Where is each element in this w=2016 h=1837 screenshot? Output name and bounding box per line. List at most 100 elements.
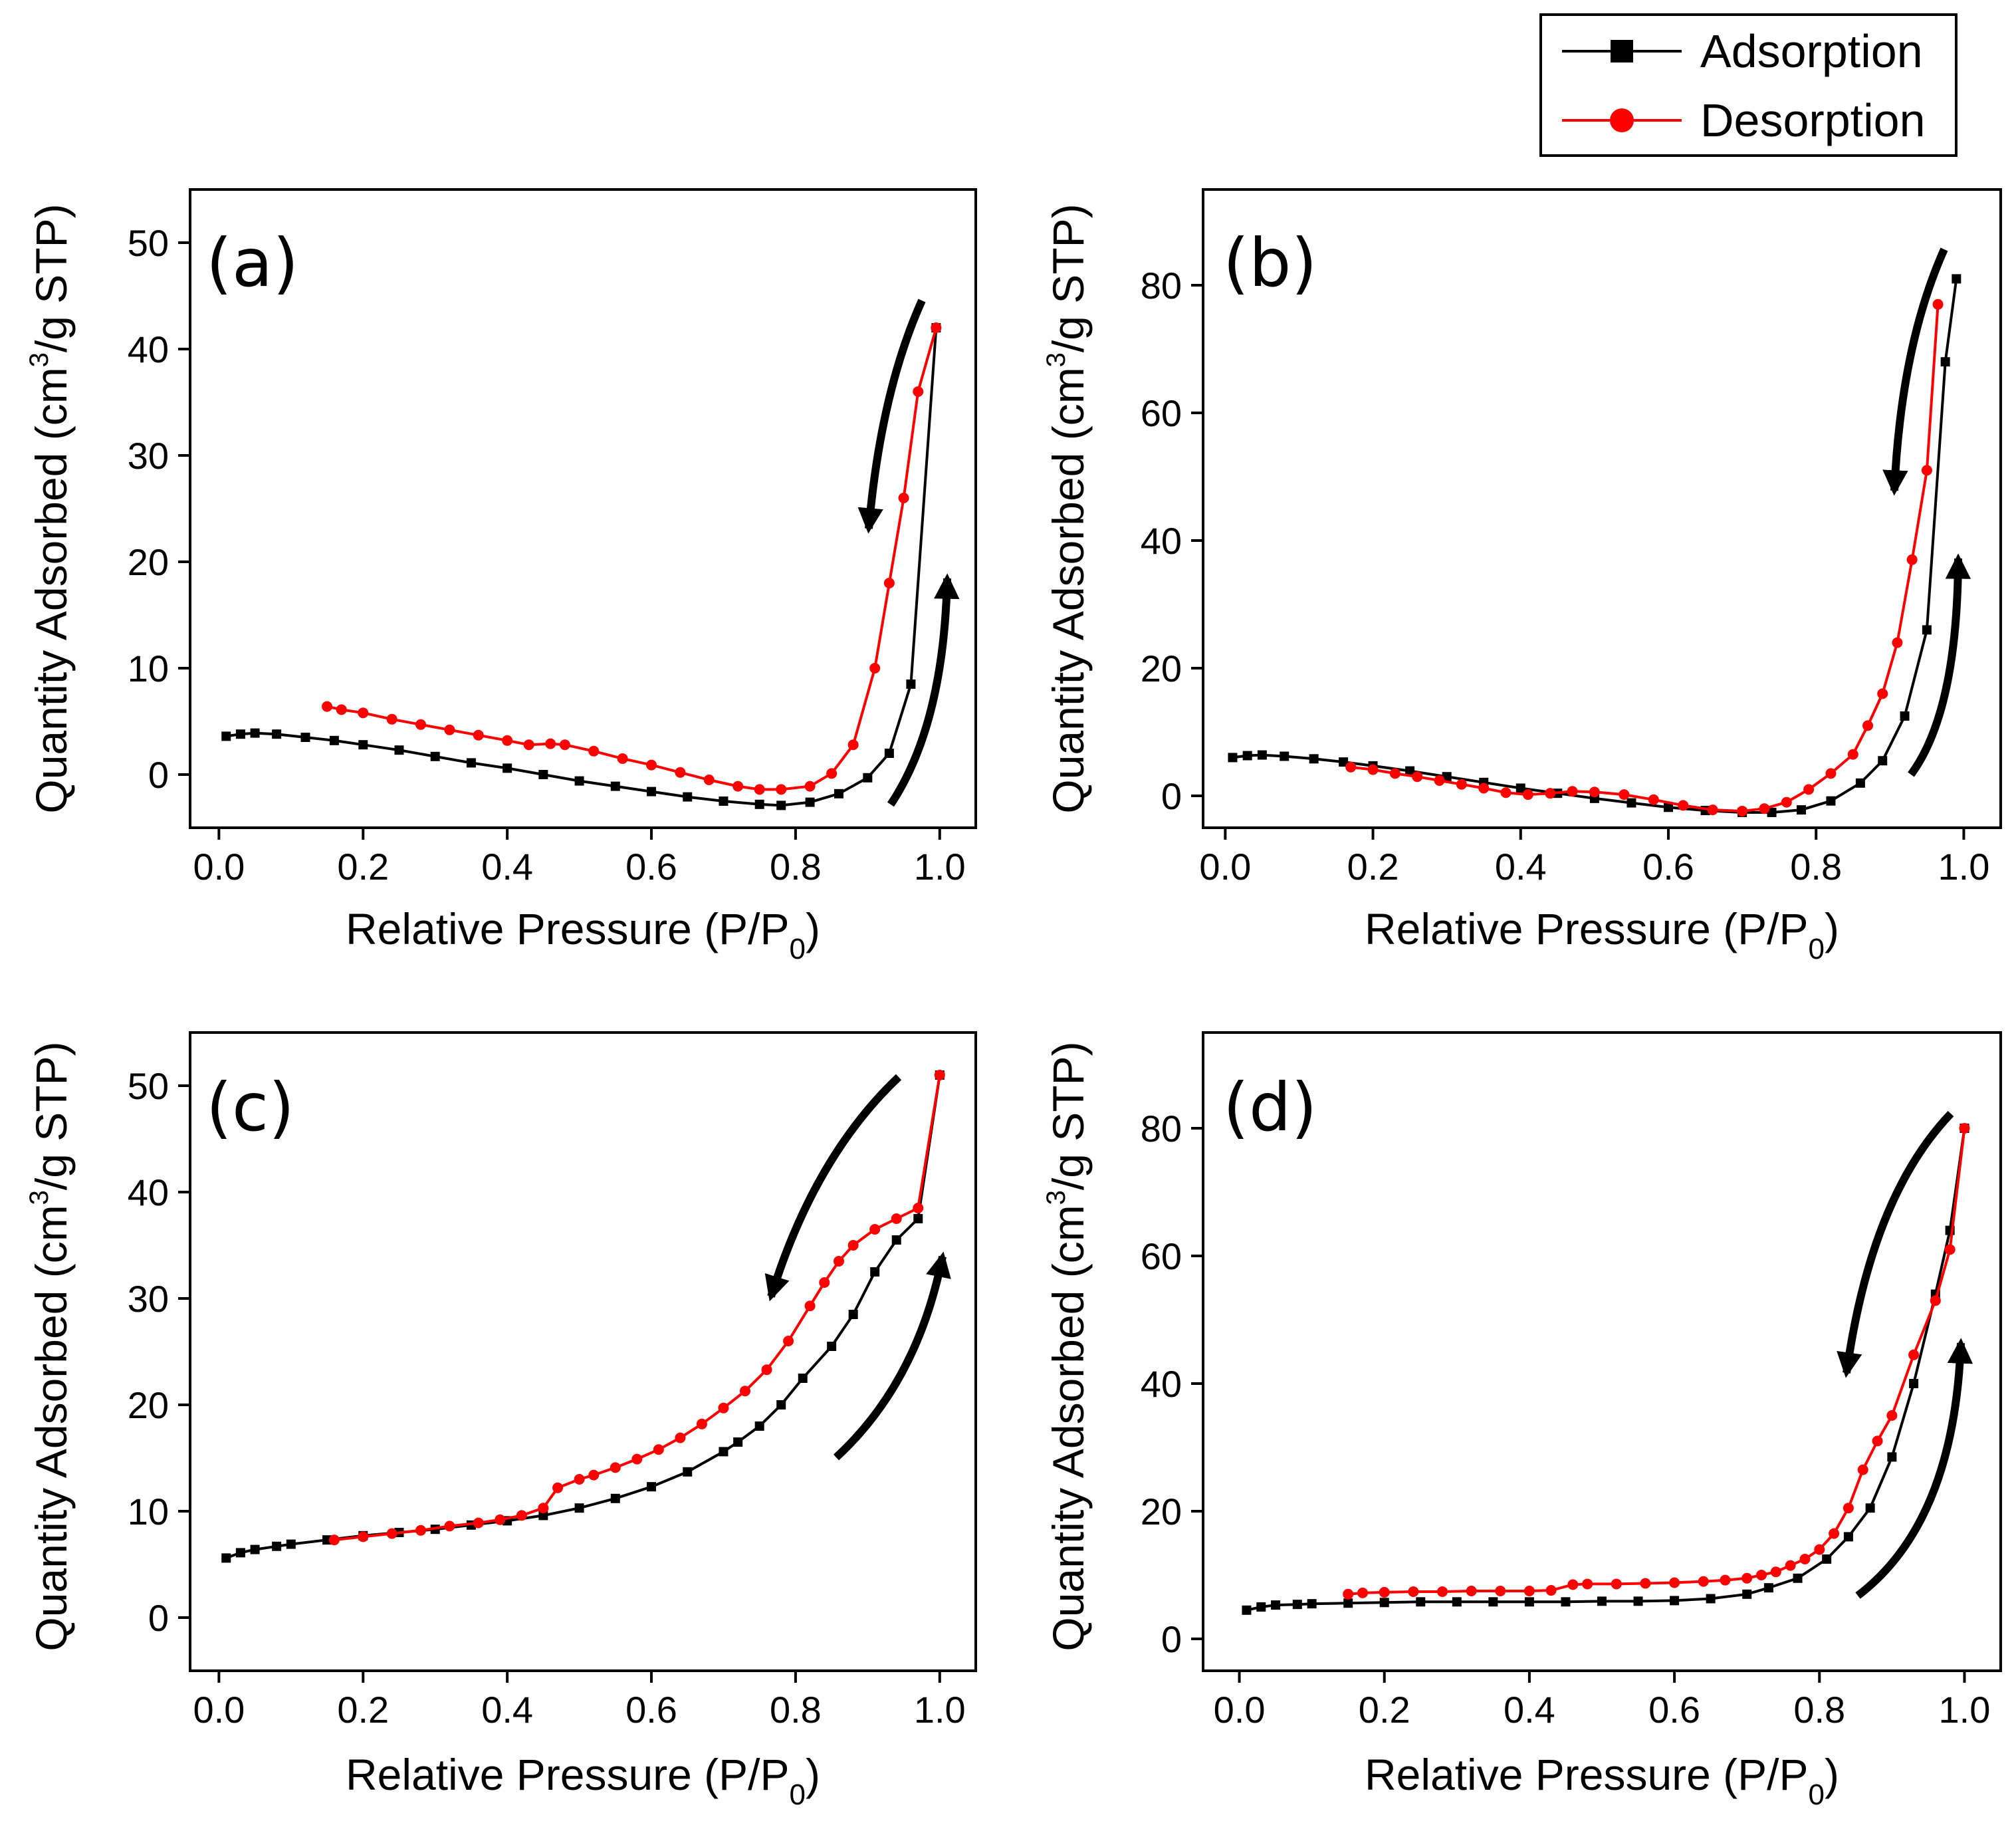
panel-a-desorption-point bbox=[703, 775, 715, 785]
panel-c-desorption-point bbox=[934, 1070, 945, 1080]
panel-d-desorption-point bbox=[1944, 1244, 1956, 1255]
panel-b-y-tick-label: 40 bbox=[1141, 520, 1182, 562]
panel-a-adsorption-point bbox=[805, 797, 815, 807]
panel-c-adsorption-point bbox=[913, 1214, 923, 1223]
panel-a-adsorption-point bbox=[250, 728, 260, 738]
panel-b-adsorption-point bbox=[1855, 778, 1865, 788]
panel-a-adsorption-point bbox=[574, 776, 584, 786]
panel-b-adsorption-point bbox=[1257, 750, 1267, 760]
panel-d-adsorption-point bbox=[1452, 1597, 1462, 1607]
panel-d-desorption-point bbox=[1408, 1586, 1419, 1597]
panel-b-desorption-line bbox=[1350, 304, 1940, 813]
panel-b-adsorption-point bbox=[1228, 753, 1238, 763]
panel-b-adsorption-point bbox=[1309, 754, 1319, 764]
legend-adsorption-marker bbox=[1611, 40, 1633, 62]
legend-box bbox=[1539, 13, 1958, 157]
panel-a-adsorption-point bbox=[647, 787, 657, 796]
panel-a-adsorption-point bbox=[538, 770, 548, 779]
panel-c-adsorption-point bbox=[538, 1511, 548, 1521]
panel-b-desorption-point bbox=[1567, 786, 1578, 797]
panel-c-x-tick-label: 0.8 bbox=[770, 1689, 822, 1731]
panel-a-adsorption-point bbox=[683, 792, 693, 802]
panel-b-desorption-point bbox=[1781, 796, 1792, 808]
panel-a-x-tick-label: 0.6 bbox=[625, 846, 677, 888]
panel-d-y-tick-label: 60 bbox=[1141, 1235, 1182, 1277]
panel-a-x-tick-label: 0.0 bbox=[193, 846, 245, 888]
panel-a-label: (a) bbox=[206, 224, 298, 302]
panel-b-desorption-point bbox=[1759, 803, 1770, 814]
panel-b-x-axis-title: Relative Pressure (P/P0) bbox=[1365, 904, 1839, 965]
panel-a-y-tick-label: 30 bbox=[128, 435, 169, 477]
panel-a-desorption-point bbox=[502, 735, 513, 746]
panel-d-frame bbox=[1202, 1031, 2002, 1672]
panel-d-x-axis-title: Relative Pressure (P/P0) bbox=[1365, 1750, 1839, 1811]
panel-b-desorption-point bbox=[1825, 768, 1837, 779]
panel-d-adsorption-point bbox=[1843, 1532, 1853, 1542]
panel-c-desorption-point bbox=[631, 1453, 643, 1465]
panel-c-adsorption-point bbox=[870, 1267, 880, 1277]
panel-c-desorption-point bbox=[473, 1517, 484, 1529]
panel-d-desorption-point bbox=[1886, 1410, 1898, 1421]
panel-a-desorption-point bbox=[386, 713, 397, 725]
panel-b-desorption-point bbox=[1906, 554, 1918, 565]
panel-a-desorption-point bbox=[646, 759, 657, 771]
panel-a-adsorption-point bbox=[235, 729, 245, 739]
panel-d-adsorption-point bbox=[1597, 1596, 1607, 1606]
panel-d-adsorption-point bbox=[1822, 1554, 1832, 1564]
panel-b-x-tick-label: 0.2 bbox=[1347, 846, 1399, 888]
panel-c-desorption-point bbox=[833, 1256, 844, 1267]
panel-b-desorption-point bbox=[1678, 800, 1689, 811]
panel-b-desorption-point bbox=[1389, 768, 1400, 779]
panel-b-desorption-point bbox=[1877, 688, 1888, 699]
panel-a-desorption-point bbox=[322, 701, 333, 712]
panel-b-desorption-point bbox=[1619, 789, 1630, 800]
panel-c-desorption-point bbox=[847, 1240, 859, 1251]
panel-a-desorption-point bbox=[415, 719, 427, 730]
panel-b-adsorption-point bbox=[1922, 625, 1932, 635]
panel-b-desorption-point bbox=[1921, 465, 1932, 476]
panel-c-adsorption-point bbox=[322, 1535, 332, 1545]
panel-d-desorption-point bbox=[1756, 1570, 1767, 1580]
panel-c-adsorption-point bbox=[827, 1342, 837, 1351]
panel-c-adsorption-point bbox=[798, 1374, 808, 1383]
panel-c-adsorption-point bbox=[754, 1421, 764, 1431]
panel-d-desorption-point bbox=[1523, 1586, 1535, 1596]
panel-d-desorption-point bbox=[1857, 1464, 1868, 1475]
panel-d-y-tick-label: 80 bbox=[1141, 1108, 1182, 1150]
panel-b-adsorption-point bbox=[1664, 802, 1673, 812]
panel-b-adsorption-point bbox=[1900, 711, 1910, 721]
panel-d-adsorption-point bbox=[1488, 1597, 1498, 1607]
panel-c-adsorption-point bbox=[221, 1553, 231, 1563]
panel-c-adsorption-point bbox=[574, 1503, 584, 1513]
panel-d-y-tick-label: 40 bbox=[1141, 1363, 1182, 1405]
panel-a-desorption-point bbox=[869, 663, 881, 674]
panel-b-desorption-point bbox=[1737, 806, 1748, 817]
panel-a-x-axis-title: Relative Pressure (P/P0) bbox=[346, 904, 820, 965]
panel-d-adsorption-point bbox=[1416, 1597, 1426, 1607]
panel-a-adsorption-point bbox=[329, 735, 339, 745]
panel-b-desorption-point bbox=[1345, 761, 1357, 773]
panel-b-desorption-arrow bbox=[1882, 247, 1948, 496]
panel-c-y-tick-label: 40 bbox=[128, 1171, 169, 1213]
panel-d-adsorption-point bbox=[1887, 1452, 1897, 1462]
panel-b-desorption-point bbox=[1456, 779, 1467, 790]
panel-b-desorption-point bbox=[1589, 787, 1600, 798]
panel-a-adsorption-point bbox=[719, 796, 728, 806]
panel-c-y-tick-label: 50 bbox=[128, 1065, 169, 1107]
panel-b-label: (b) bbox=[1223, 224, 1317, 302]
panel-b-adsorption-point bbox=[1339, 757, 1349, 767]
panel-c-adsorption-point bbox=[286, 1539, 296, 1549]
panel-a-desorption-point bbox=[847, 739, 859, 751]
legend-adsorption-label: Adsorption bbox=[1700, 25, 1923, 77]
panel-d-desorption-point bbox=[1785, 1560, 1796, 1571]
panel-d-desorption-point bbox=[1770, 1566, 1781, 1578]
panel-b-desorption-point bbox=[1434, 775, 1445, 786]
panel-d: (d) Relative Pressure (P/P0) Quantity Ad… bbox=[1042, 1031, 2002, 1811]
panel-b-adsorption-point bbox=[1242, 751, 1252, 761]
panel-d-desorption-arrow bbox=[1837, 1110, 1954, 1378]
panel-c-desorption-point bbox=[538, 1503, 549, 1514]
panel-a-desorption-point bbox=[754, 784, 765, 795]
panel-a-desorption-point bbox=[523, 739, 534, 751]
panel-a-desorption-point bbox=[732, 781, 744, 792]
